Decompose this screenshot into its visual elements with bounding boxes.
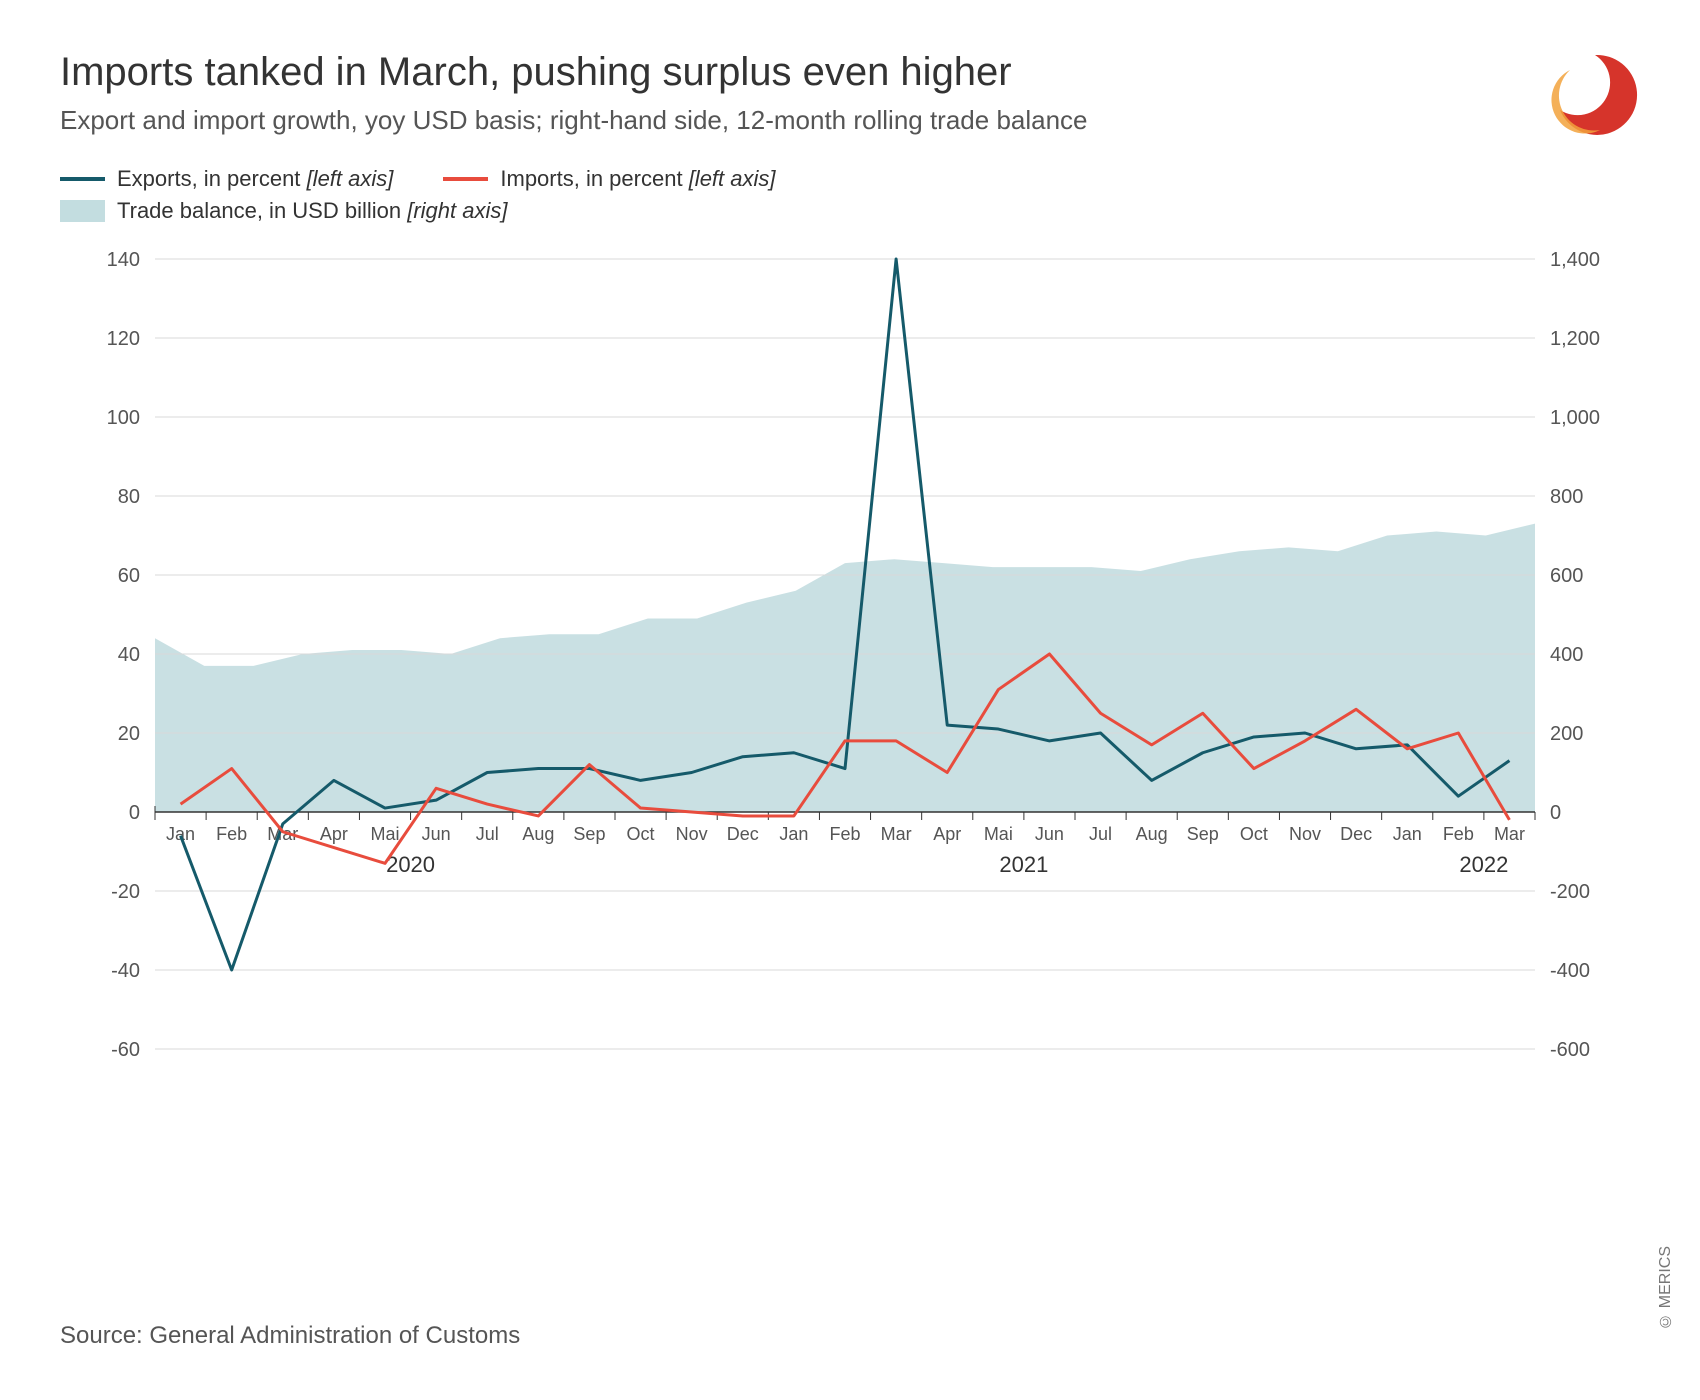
month-label: Dec bbox=[1340, 824, 1372, 844]
chart-header: Imports tanked in March, pushing surplus… bbox=[60, 50, 1640, 136]
legend-exports: Exports, in percent [left axis] bbox=[60, 166, 393, 192]
year-label: 2020 bbox=[386, 852, 435, 877]
month-label: Dec bbox=[727, 824, 759, 844]
legend-imports-note: [left axis] bbox=[689, 166, 776, 191]
chart-plot: -60-40-20020406080100120140-600-400-2000… bbox=[60, 239, 1640, 1159]
right-tick-label: -400 bbox=[1550, 960, 1590, 982]
chart-subtitle: Export and import growth, yoy USD basis;… bbox=[60, 105, 1640, 136]
year-label: 2022 bbox=[1459, 852, 1508, 877]
right-tick-label: 800 bbox=[1550, 486, 1583, 508]
month-label: Sep bbox=[1187, 824, 1219, 844]
legend-balance: Trade balance, in USD billion [right axi… bbox=[60, 198, 508, 224]
right-tick-label: -600 bbox=[1550, 1039, 1590, 1061]
right-tick-label: 200 bbox=[1550, 723, 1583, 745]
chart-title: Imports tanked in March, pushing surplus… bbox=[60, 50, 1640, 95]
legend-balance-note: [right axis] bbox=[407, 198, 507, 223]
month-label: Sep bbox=[573, 824, 605, 844]
legend-exports-label: Exports, in percent bbox=[117, 166, 300, 191]
left-tick-label: -60 bbox=[111, 1039, 140, 1061]
legend-imports-label: Imports, in percent bbox=[500, 166, 682, 191]
legend-imports-swatch bbox=[443, 177, 488, 181]
month-label: Nov bbox=[676, 824, 708, 844]
legend-exports-note: [left axis] bbox=[307, 166, 394, 191]
left-tick-label: 120 bbox=[107, 328, 140, 350]
right-tick-label: -200 bbox=[1550, 881, 1590, 903]
month-label: Mar bbox=[881, 824, 912, 844]
right-tick-label: 600 bbox=[1550, 565, 1583, 587]
month-label: Aug bbox=[1136, 824, 1168, 844]
month-label: Oct bbox=[627, 824, 655, 844]
month-label: Jan bbox=[166, 824, 195, 844]
chart-legend: Exports, in percent [left axis] Imports,… bbox=[60, 166, 1640, 224]
left-tick-label: 100 bbox=[107, 407, 140, 429]
month-label: Nov bbox=[1289, 824, 1321, 844]
right-tick-label: 1,200 bbox=[1550, 328, 1600, 350]
legend-balance-swatch bbox=[60, 200, 105, 222]
month-label: Oct bbox=[1240, 824, 1268, 844]
month-label: Jun bbox=[1035, 824, 1064, 844]
month-label: Jan bbox=[779, 824, 808, 844]
right-tick-label: 1,400 bbox=[1550, 249, 1600, 271]
month-label: Jun bbox=[422, 824, 451, 844]
chart-source: Source: General Administration of Custom… bbox=[60, 1322, 520, 1350]
month-label: Feb bbox=[829, 824, 860, 844]
left-tick-label: -40 bbox=[111, 960, 140, 982]
month-label: Feb bbox=[216, 824, 247, 844]
left-tick-label: 60 bbox=[118, 565, 140, 587]
left-tick-label: 80 bbox=[118, 486, 140, 508]
left-tick-label: -20 bbox=[111, 881, 140, 903]
month-label: Mai bbox=[370, 824, 399, 844]
brand-logo bbox=[1550, 50, 1640, 145]
year-label: 2021 bbox=[999, 852, 1048, 877]
month-label: Aug bbox=[522, 824, 554, 844]
month-label: Mai bbox=[984, 824, 1013, 844]
month-label: Apr bbox=[933, 824, 961, 844]
left-tick-label: 140 bbox=[107, 249, 140, 271]
left-tick-label: 20 bbox=[118, 723, 140, 745]
month-label: Jul bbox=[476, 824, 499, 844]
right-tick-label: 1,000 bbox=[1550, 407, 1600, 429]
left-tick-label: 0 bbox=[129, 802, 140, 824]
chart-svg: -60-40-20020406080100120140-600-400-2000… bbox=[60, 239, 1640, 1159]
left-tick-label: 40 bbox=[118, 644, 140, 666]
legend-balance-label: Trade balance, in USD billion bbox=[117, 198, 401, 223]
right-tick-label: 0 bbox=[1550, 802, 1561, 824]
legend-imports: Imports, in percent [left axis] bbox=[443, 166, 775, 192]
legend-exports-swatch bbox=[60, 177, 105, 181]
month-label: Mar bbox=[1494, 824, 1525, 844]
month-label: Feb bbox=[1443, 824, 1474, 844]
month-label: Jan bbox=[1393, 824, 1422, 844]
month-label: Apr bbox=[320, 824, 348, 844]
copyright-text: © MERICS bbox=[1657, 1246, 1675, 1330]
right-tick-label: 400 bbox=[1550, 644, 1583, 666]
month-label: Jul bbox=[1089, 824, 1112, 844]
